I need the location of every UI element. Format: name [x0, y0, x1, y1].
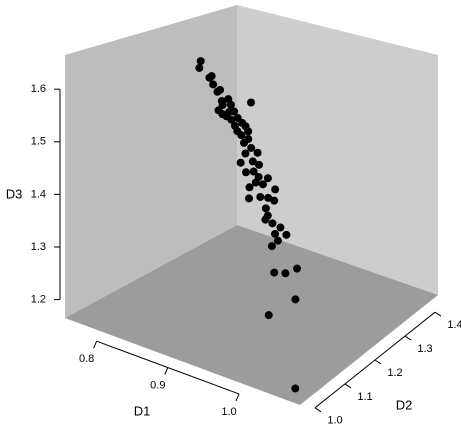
y-tick	[404, 335, 412, 341]
point	[270, 196, 279, 205]
point	[271, 229, 280, 238]
y-tick	[434, 311, 442, 317]
point	[236, 158, 245, 167]
z-tick-label: 1.3	[31, 241, 46, 253]
point	[293, 264, 302, 273]
point	[227, 115, 236, 124]
x-tick-label: 0.9	[150, 379, 165, 391]
y-tick-label: 1.0	[327, 415, 342, 427]
x-tick-label: 1.0	[221, 406, 236, 418]
point	[214, 106, 223, 115]
point	[239, 138, 248, 147]
point	[267, 242, 276, 251]
point	[248, 157, 257, 166]
point	[241, 168, 250, 177]
point	[207, 72, 216, 81]
point	[291, 384, 300, 393]
x-tick	[93, 340, 98, 349]
right-wall	[237, 5, 438, 295]
z-tick-label: 1.2	[31, 293, 46, 305]
point	[253, 148, 262, 157]
point	[263, 174, 272, 183]
x-tick-label: 0.8	[79, 353, 94, 365]
point	[268, 219, 277, 228]
y-tick	[344, 383, 352, 389]
point	[282, 230, 291, 239]
x-tick	[164, 367, 169, 375]
z-tick-label: 1.4	[31, 188, 46, 200]
point	[270, 268, 279, 277]
z-tick-label: 1.5	[31, 136, 46, 148]
point	[251, 178, 260, 187]
point	[264, 193, 273, 202]
point	[264, 311, 273, 320]
point	[247, 98, 256, 107]
z-axis-title: D3	[6, 186, 23, 201]
point	[216, 85, 225, 94]
y-tick-label: 1.1	[357, 391, 372, 403]
y-tick	[374, 359, 382, 365]
point	[281, 269, 290, 278]
point	[261, 204, 270, 213]
y-tick-label: 1.3	[417, 343, 432, 355]
x-tick	[235, 393, 240, 402]
point	[226, 100, 235, 109]
point	[261, 215, 270, 224]
point	[230, 107, 239, 116]
point	[276, 223, 285, 232]
point	[196, 57, 205, 66]
point	[273, 236, 282, 245]
point	[245, 194, 254, 203]
point	[258, 180, 267, 189]
floor	[65, 225, 438, 405]
point	[244, 127, 253, 136]
point	[195, 63, 204, 72]
point	[241, 149, 250, 158]
point	[291, 295, 300, 304]
point	[254, 160, 263, 169]
point	[245, 183, 254, 192]
point	[237, 131, 246, 140]
point	[209, 80, 218, 89]
z-tick-label: 1.6	[31, 83, 46, 95]
left-wall	[65, 5, 237, 318]
y-tick-label: 1.2	[387, 367, 402, 379]
point	[249, 167, 258, 176]
x-axis-title: D1	[134, 403, 151, 418]
y-axis-title: D2	[396, 397, 413, 412]
point	[247, 143, 256, 152]
y-tick	[314, 407, 322, 413]
y-tick-label: 1.4	[447, 319, 461, 331]
point	[256, 192, 265, 201]
point	[271, 185, 280, 194]
